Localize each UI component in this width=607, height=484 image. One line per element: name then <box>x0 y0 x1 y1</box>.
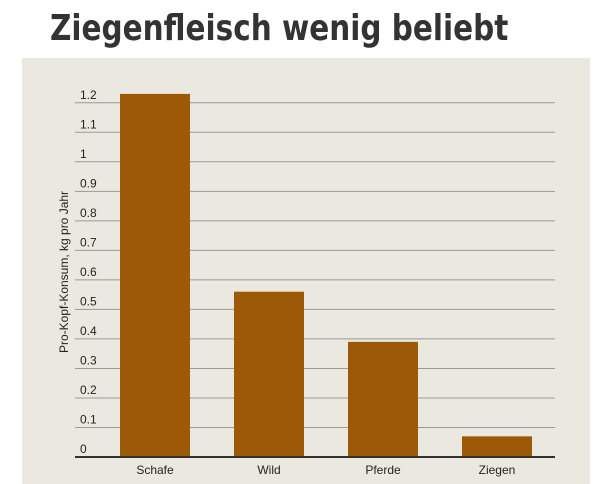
x-tick-label: Ziegen <box>479 463 516 477</box>
x-tick-label: Pferde <box>365 463 401 477</box>
y-tick-label: 0.4 <box>80 324 97 338</box>
y-tick-label: 0.2 <box>80 383 97 397</box>
chart-panel <box>22 58 590 484</box>
bar <box>234 291 304 457</box>
y-tick-label: 0.3 <box>80 353 97 367</box>
y-tick-label: 1.1 <box>80 117 97 131</box>
y-tick-label: 0.5 <box>80 294 97 308</box>
y-tick-label: 1.2 <box>80 88 97 102</box>
bar <box>120 93 190 458</box>
chart-title: Ziegenfleisch wenig beliebt <box>50 6 508 49</box>
y-tick-label: 0.1 <box>80 412 97 426</box>
x-tick-label: Wild <box>257 463 280 477</box>
bar <box>462 436 532 457</box>
y-tick-label: 0 <box>80 442 87 456</box>
y-tick-label: 0.9 <box>80 176 97 190</box>
x-tick-label: Schafe <box>136 463 174 477</box>
y-tick-label: 0.8 <box>80 206 97 220</box>
bar <box>348 341 418 457</box>
y-tick-label: 1 <box>80 147 87 161</box>
y-axis-label: Pro-Kopf-Konsum, kg pro Jahr <box>57 191 71 353</box>
y-tick-label: 0.6 <box>80 265 97 279</box>
y-tick-label: 0.7 <box>80 235 97 249</box>
